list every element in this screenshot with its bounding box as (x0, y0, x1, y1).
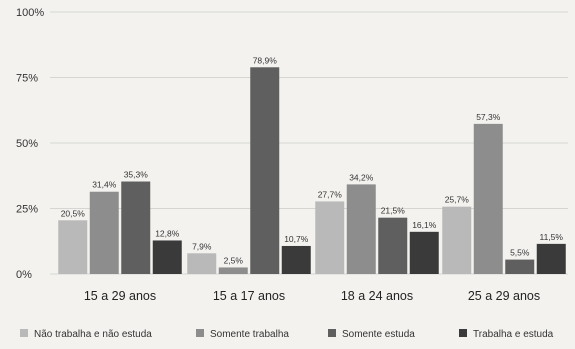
y-tick-label: 75% (16, 73, 38, 85)
data-label: 35,3% (124, 170, 149, 180)
legend-label: Somente trabalha (210, 329, 289, 340)
x-tick-label: 25 a 29 anos (468, 289, 540, 303)
bar (442, 206, 472, 274)
bar (250, 67, 280, 274)
data-label: 31,4% (92, 180, 117, 190)
legend-label: Trabalha e estuda (473, 329, 554, 340)
data-label: 27,7% (318, 189, 343, 199)
bar (218, 267, 248, 274)
bar (536, 243, 566, 274)
bar (89, 191, 119, 274)
data-label: 5,5% (510, 248, 530, 258)
bar (152, 240, 182, 274)
bar (315, 201, 345, 274)
bar (187, 253, 217, 274)
data-label: 57,3% (476, 112, 501, 122)
data-label: 10,7% (284, 234, 309, 244)
legend-swatch (20, 329, 28, 337)
x-tick-label: 15 a 17 anos (213, 289, 285, 303)
data-label: 21,5% (381, 206, 406, 216)
data-label: 2,5% (224, 255, 244, 265)
bar (473, 123, 503, 275)
legend-swatch (459, 329, 467, 337)
legend-swatch (196, 329, 204, 337)
data-label: 78,9% (253, 55, 278, 65)
data-label: 34,2% (349, 172, 374, 182)
data-label: 20,5% (61, 208, 86, 218)
bar (409, 231, 439, 274)
legend-swatch (328, 329, 336, 337)
x-tick-label: 18 a 24 anos (341, 289, 413, 303)
data-label: 7,9% (192, 241, 212, 251)
y-tick-label: 50% (16, 138, 38, 150)
bar (378, 217, 408, 274)
bar (58, 220, 88, 274)
bar (121, 181, 151, 274)
legend-label: Não trabalha e não estuda (34, 329, 152, 340)
bar (281, 245, 311, 274)
data-label: 12,8% (155, 228, 180, 238)
data-label: 16,1% (412, 220, 437, 230)
y-tick-label: 100% (16, 7, 44, 19)
legend-label: Somente estuda (342, 329, 415, 340)
bar (505, 259, 535, 274)
y-tick-label: 25% (16, 204, 38, 216)
y-tick-label: 0% (16, 269, 32, 281)
data-label: 11,5% (540, 232, 564, 242)
bar (346, 184, 376, 274)
data-label: 25,7% (445, 195, 470, 205)
x-tick-label: 15 a 29 anos (84, 289, 156, 303)
